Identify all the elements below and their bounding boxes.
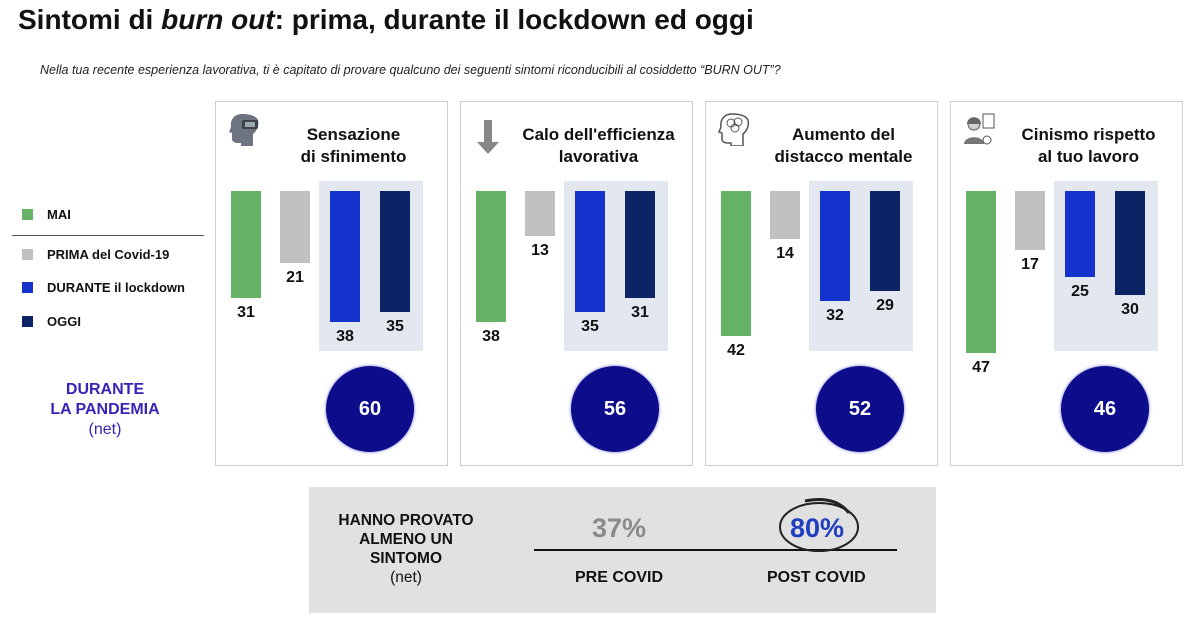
title-emphasis: burn out: [161, 4, 275, 35]
post-covid-value: 80%: [790, 513, 845, 543]
bar-oggi: [380, 191, 410, 312]
legend-swatch: [22, 209, 33, 220]
bar-mai: [231, 191, 261, 298]
pre-covid-label: PRE COVID: [575, 569, 664, 586]
pandemic-line: DURANTE: [65, 381, 145, 398]
panel-title-line: lavorativa: [558, 147, 639, 166]
legend-durante: DURANTE il lockdown: [22, 280, 185, 295]
bar-value-label: 21: [286, 269, 304, 287]
pandemic-line: LA PANDEMIA: [50, 401, 160, 418]
panel-title: Sensazione di sfinimento: [266, 124, 441, 168]
chart-panel: Sensazione di sfinimento 31 21 38 35 60: [215, 101, 448, 466]
summary-box: HANNO PROVATO ALMENO UN SINTOMO (net) 37% P…: [309, 487, 936, 613]
legend-label: OGGI: [47, 314, 81, 329]
bar-oggi: [1115, 191, 1145, 295]
bar-value-label: 25: [1071, 283, 1089, 301]
legend-label: MAI: [47, 207, 71, 222]
bar-value-label: 29: [876, 297, 894, 315]
panel-title-line: al tuo lavoro: [1037, 147, 1140, 166]
chart-panel: Aumento del distacco mentale 42 14 32 29 5…: [705, 101, 938, 466]
bar-mai: [476, 191, 506, 323]
bar-mai: [966, 191, 996, 354]
net-circle: 46: [1061, 366, 1149, 452]
circle-highlight-icon: [779, 498, 859, 552]
summary-label-line: SINTOMO: [369, 550, 443, 567]
chart-panel: Calo dell'efficienza lavorativa 38 13 35 …: [460, 101, 693, 466]
bar-oggi: [870, 191, 900, 292]
bar-value-label: 13: [531, 241, 549, 259]
bar-value-label: 35: [386, 317, 404, 335]
legend-mai: MAI: [22, 207, 71, 222]
worker-icon: [963, 112, 995, 146]
bar-value-label: 47: [972, 359, 990, 377]
bar-oggi: [625, 191, 655, 298]
net-circle: 52: [816, 366, 904, 452]
legend-oggi: OGGI: [22, 314, 81, 329]
panel-title-line: distacco mentale: [774, 147, 913, 166]
bar-value-label: 35: [581, 317, 599, 335]
bar-value-label: 38: [482, 328, 500, 346]
summary-divider: [534, 549, 897, 551]
panel-title-line: Calo dell'efficienza: [522, 125, 675, 144]
legend-swatch: [22, 249, 33, 260]
bar-value-label: 31: [237, 303, 255, 321]
net-circle: 60: [326, 366, 414, 452]
bar-durante: [1065, 191, 1095, 278]
bar-durante: [330, 191, 360, 323]
bar-value-label: 38: [336, 328, 354, 346]
bar-prima: [525, 191, 555, 236]
summary-net: (net): [390, 569, 422, 586]
pandemic-net-label: DURANTE LA PANDEMIA (net): [30, 380, 180, 440]
bar-durante: [820, 191, 850, 302]
page-title: Sintomi di burn out: prima, durante il l…: [18, 4, 754, 36]
net-circle: 56: [571, 366, 659, 452]
summary-label-line: HANNO PROVATO: [338, 512, 474, 529]
panel-title-line: Aumento del: [792, 125, 895, 144]
legend-label: PRIMA del Covid-19: [47, 247, 170, 262]
panel-title-line: di sfinimento: [300, 147, 407, 166]
chart-panel: Cinismo rispetto al tuo lavoro 47 17 25 3…: [950, 101, 1183, 466]
bar-value-label: 31: [631, 303, 649, 321]
pandemic-net: (net): [88, 421, 122, 438]
bar-value-label: 17: [1021, 255, 1039, 273]
arrow-down-icon: [473, 112, 505, 154]
bar-value-label: 30: [1121, 300, 1139, 318]
title-part: : prima, durante il lockdown ed oggi: [274, 4, 754, 35]
bar-prima: [280, 191, 310, 264]
legend-swatch: [22, 316, 33, 327]
panel-title: Cinismo rispetto al tuo lavoro: [1001, 124, 1176, 168]
title-part: Sintomi di: [18, 4, 162, 35]
legend-divider: [12, 235, 204, 236]
bar-value-label: 42: [727, 341, 745, 359]
legend-prima: PRIMA del Covid-19: [22, 247, 169, 262]
brain-head-icon: [718, 112, 750, 147]
head-vr-icon: [228, 112, 260, 146]
summary-label: HANNO PROVATO ALMENO UN SINTOMO (net): [331, 511, 481, 587]
panel-title: Calo dell'efficienza lavorativa: [511, 124, 686, 168]
summary-label-line: ALMENO UN: [359, 531, 453, 548]
bar-value-label: 14: [776, 245, 794, 263]
legend-label: DURANTE il lockdown: [47, 280, 185, 295]
question-subtitle: Nella tua recente esperienza lavorativa,…: [40, 63, 781, 77]
bar-prima: [1015, 191, 1045, 250]
bar-durante: [575, 191, 605, 312]
panel-title-line: Cinismo rispetto: [1021, 125, 1156, 144]
bar-value-label: 32: [826, 307, 844, 325]
bar-mai: [721, 191, 751, 336]
panel-title-line: Sensazione: [306, 125, 401, 144]
pre-covid-value: 37%: [592, 513, 647, 543]
panel-title: Aumento del distacco mentale: [756, 124, 931, 168]
post-covid-label: POST COVID: [767, 569, 866, 586]
legend-swatch: [22, 282, 33, 293]
bar-prima: [770, 191, 800, 240]
